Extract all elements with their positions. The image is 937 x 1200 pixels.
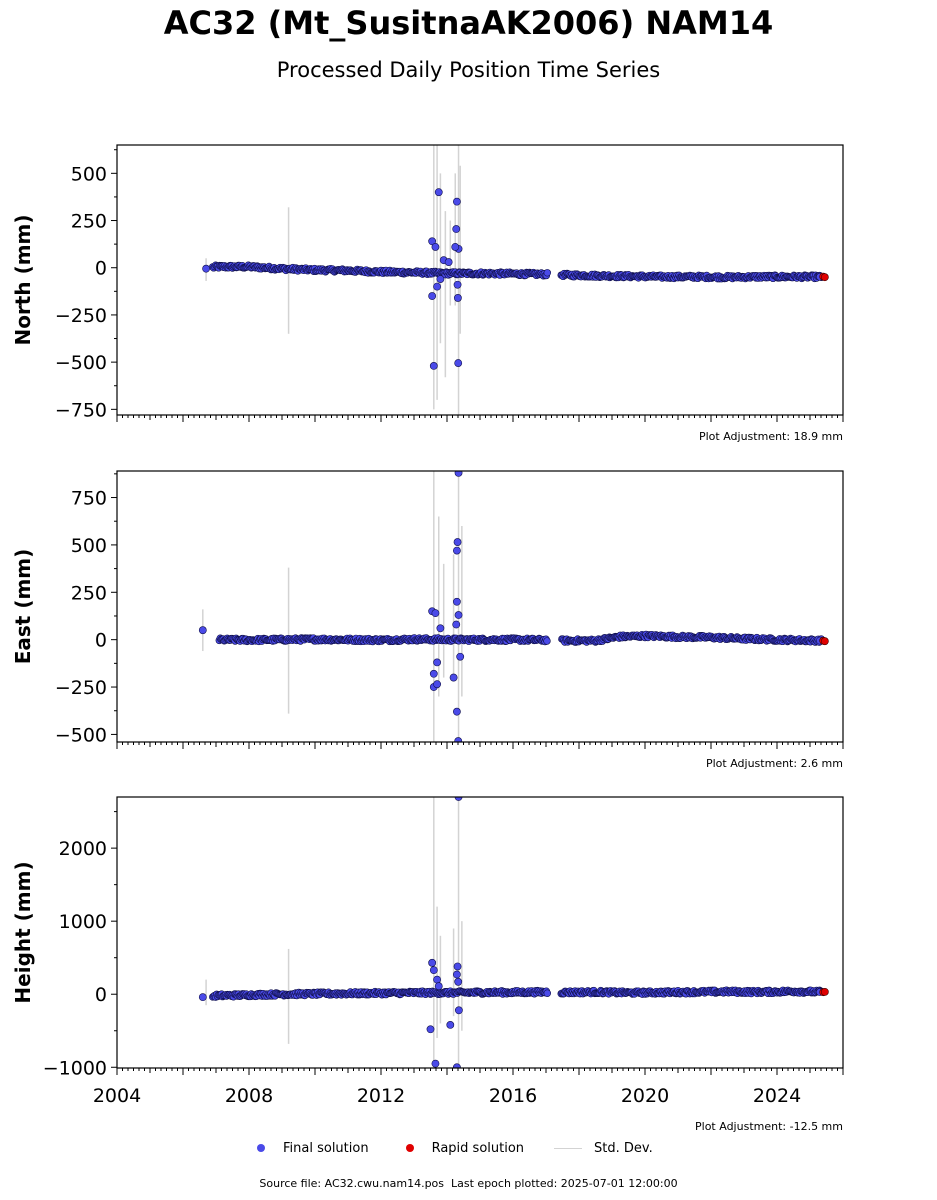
y-tick-label: −250 [55, 305, 107, 327]
y-tick-label: 250 [71, 582, 107, 604]
final-solution-point [543, 989, 552, 997]
final-solution-point [452, 546, 461, 555]
final-solution-point [202, 264, 210, 273]
final-solution-point [452, 197, 461, 206]
y-axis-label: East (mm) [11, 549, 35, 665]
final-solution-point [436, 275, 445, 283]
final-solution-point [433, 680, 441, 689]
final-solution-point [444, 258, 453, 266]
y-tick-label: 0 [95, 630, 107, 652]
final-solution-point [198, 626, 207, 635]
x-tick-label: 2008 [225, 1085, 273, 1107]
final-solution-point [433, 975, 441, 984]
panel-2: 2000 1000 0 −1000 2004 2008 2012 2016 2020 2024 He… [11, 796, 844, 1133]
final-solution-point [198, 993, 207, 1002]
final-solution-point [429, 966, 438, 975]
final-solution-point [426, 1025, 435, 1034]
final-solution-point [453, 1063, 461, 1068]
y-tick-label: 0 [95, 258, 107, 280]
final-solution-point [453, 280, 462, 289]
x-tick-label: 2012 [357, 1085, 405, 1107]
final-solution-point [433, 658, 441, 667]
panel-1: 750 500 250 0 −250 −500 East (mm) Plot Adjustme… [11, 470, 844, 770]
y-tick-label: −1000 [43, 1057, 107, 1079]
source-file-label: Source file: AC32.cwu.nam14.pos [259, 1177, 445, 1190]
final-solution-point [454, 471, 463, 477]
legend-std-label: Std. Dev. [594, 1140, 653, 1156]
y-tick-label: −750 [55, 399, 107, 421]
final-solution-point [454, 737, 463, 742]
rapid-solution-point [820, 637, 829, 646]
x-tick-label: 2020 [621, 1085, 669, 1107]
legend-final: Final solution [250, 1141, 369, 1156]
final-solution-point [429, 362, 438, 370]
final-solution-point [454, 1006, 463, 1015]
final-solution-point [453, 962, 462, 971]
y-tick-label: −500 [55, 352, 107, 374]
final-solution-point [452, 225, 461, 233]
x-tick-label: 2024 [753, 1085, 801, 1107]
final-solution-point [431, 243, 440, 251]
final-solution-point [452, 970, 461, 979]
x-tick-label: 2004 [93, 1085, 141, 1107]
rapid-solution-point [820, 273, 829, 282]
final-solution-point [434, 982, 443, 991]
final-solution-marker-icon [257, 1144, 265, 1152]
plot-adjustment-label: Plot Adjustment: 18.9 mm [699, 430, 843, 443]
y-tick-label: 500 [71, 535, 107, 557]
y-tick-label: 2000 [59, 838, 107, 860]
final-solution-point [433, 282, 441, 291]
final-solution-point [434, 188, 443, 197]
final-solution-point [456, 652, 465, 661]
y-axis-label: Height (mm) [11, 861, 35, 1003]
legend-rapid-label: Rapid solution [431, 1140, 525, 1156]
legend-final-label: Final solution [283, 1140, 369, 1156]
final-solution-point [428, 958, 437, 967]
plot-frame [116, 796, 844, 1069]
final-solution-point [451, 243, 460, 251]
legend-std: Std. Dev. [554, 1141, 653, 1156]
final-solution-point [543, 269, 552, 277]
y-tick-label: 0 [95, 984, 107, 1006]
rapid-solution-point [820, 987, 829, 996]
y-tick-label: 1000 [59, 911, 107, 933]
final-solution-point [446, 1021, 455, 1029]
final-solution-point [453, 294, 462, 302]
final-solution-point [452, 707, 461, 716]
y-tick-label: −250 [55, 677, 107, 699]
y-axis-label: North (mm) [11, 214, 35, 345]
legend-rapid: Rapid solution [399, 1141, 524, 1156]
chart-title: AC32 (Mt_SusitnaAK2006) NAM14 [163, 4, 774, 42]
final-solution-point [452, 597, 461, 606]
final-solution-point [454, 977, 463, 986]
final-solution-point [543, 637, 551, 645]
panel-0: 500 250 0 −250 −500 −750 North (mm) Plot Adjust… [11, 144, 844, 443]
plot-adjustment-label: Plot Adjustment: 2.6 mm [706, 757, 843, 770]
plot-adjustment-label: Plot Adjustment: -12.5 mm [695, 1120, 843, 1133]
final-solution-point [428, 292, 437, 300]
std-dev-line-icon [554, 1147, 583, 1149]
final-solution-point [449, 673, 458, 682]
y-tick-label: 750 [71, 488, 107, 510]
final-solution-point [436, 624, 445, 633]
plot-frame [116, 470, 844, 743]
rapid-solution-marker-icon [405, 1144, 414, 1152]
final-solution-point [431, 1059, 440, 1068]
last-epoch-label: Last epoch plotted: 2025-07-01 12:00:00 [451, 1177, 678, 1190]
y-tick-label: 500 [71, 163, 107, 185]
final-solution-point [429, 669, 438, 678]
footer: Source file: AC32.cwu.nam14.pos Last epo… [0, 1177, 937, 1190]
final-solution-point [454, 359, 463, 367]
final-solution-point [431, 609, 440, 618]
final-solution-point [453, 538, 462, 546]
y-tick-label: −500 [55, 724, 107, 746]
y-tick-label: 250 [71, 211, 107, 233]
chart-subtitle: Processed Daily Position Time Series [276, 58, 661, 82]
final-solution-point [452, 620, 461, 629]
x-tick-label: 2016 [489, 1085, 537, 1107]
final-solution-point [454, 611, 463, 619]
legend: Final solution Rapid solution Std. Dev. [250, 1138, 683, 1158]
